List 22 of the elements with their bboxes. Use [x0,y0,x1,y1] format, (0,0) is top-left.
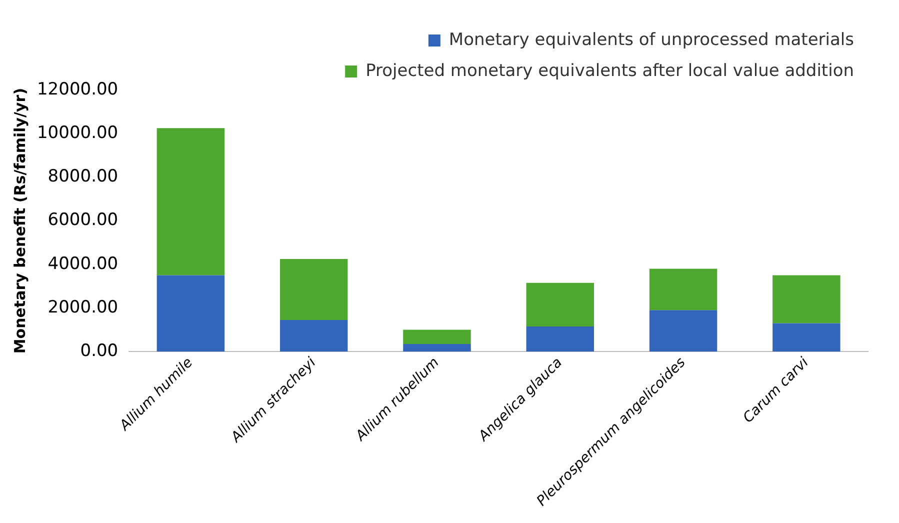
bar [772,323,840,352]
bar [280,320,348,352]
legend-label: Projected monetary equivalents after local value addition [366,60,854,81]
bar [526,326,594,352]
bar [280,258,348,320]
y-tick-label: 12000.00 [36,79,118,100]
bar [649,268,718,310]
y-tick-label: 0.00 [80,341,118,362]
y-tick-label: 6000.00 [48,210,118,230]
bar [649,310,718,352]
legend-label: Monetary equivalents of unprocessed materials [448,30,854,50]
bar [772,275,840,324]
y-axis-title: Monetary benefit (Rs/family/yr) [10,88,29,354]
y-tick-label: 2000.00 [48,297,118,318]
bar [156,275,225,352]
bar [156,128,225,276]
y-tick-label: 10000.00 [36,123,118,144]
bar [526,282,594,327]
bar [403,344,471,352]
bar [403,330,471,344]
y-tick-label: 8000.00 [48,166,118,187]
y-tick-label: 4000.00 [48,254,118,274]
